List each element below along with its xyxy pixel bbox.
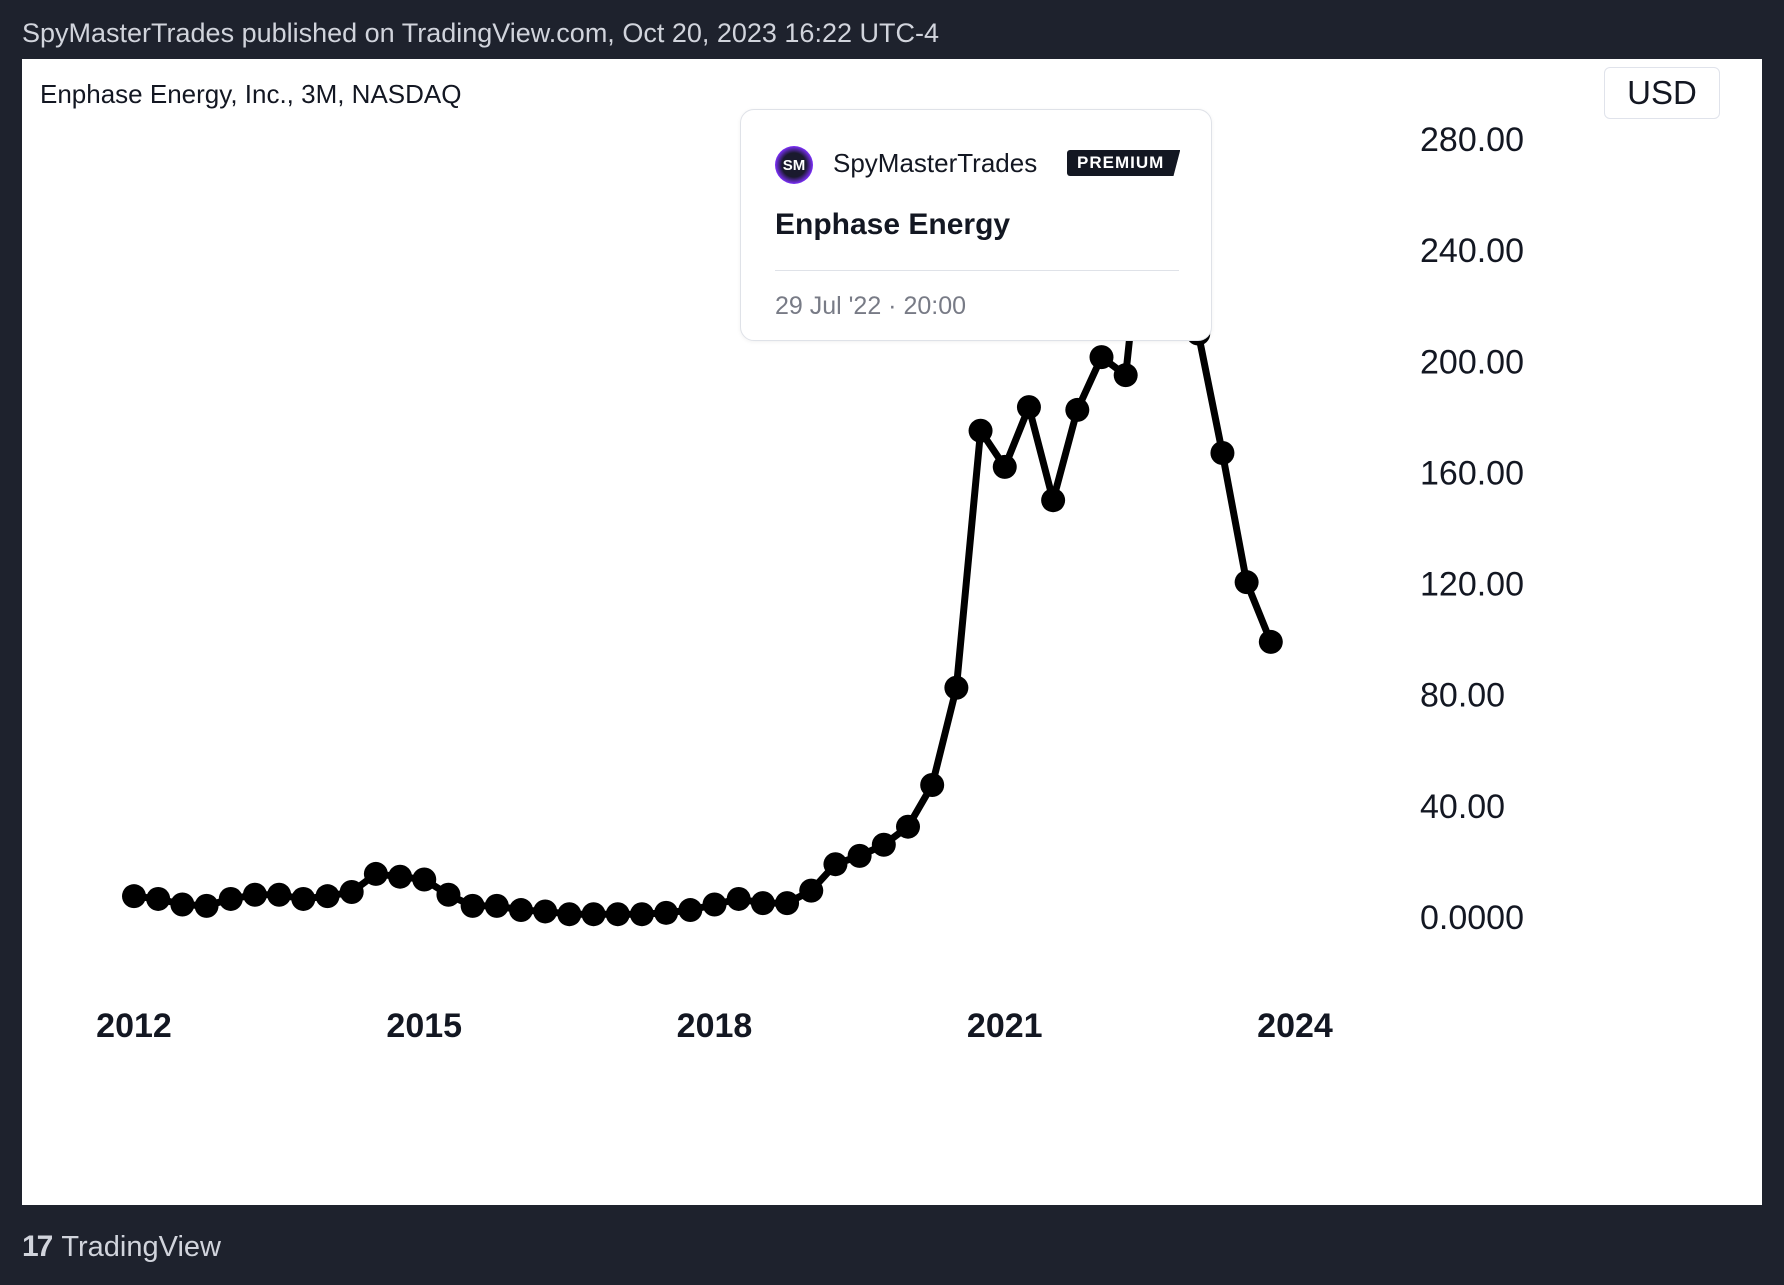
data-point — [920, 773, 945, 798]
y-tick-label: 200.00 — [1420, 343, 1524, 381]
idea-title: Enphase Energy — [775, 208, 1011, 241]
idea-card[interactable]: SM SpyMasterTrades PREMIUM Enphase Energ… — [740, 109, 1212, 341]
data-point — [557, 902, 582, 927]
data-point — [775, 891, 800, 916]
data-point — [871, 832, 896, 857]
y-tick-label: 120.00 — [1420, 566, 1524, 604]
data-point — [218, 886, 243, 911]
data-point — [992, 454, 1017, 479]
data-point — [460, 893, 485, 918]
data-point — [315, 884, 340, 909]
data-point — [1065, 397, 1090, 422]
data-point — [1210, 440, 1235, 465]
data-point — [122, 884, 146, 909]
data-point — [291, 886, 316, 911]
data-point — [363, 861, 388, 886]
data-point — [1089, 345, 1114, 370]
data-point — [533, 899, 558, 924]
y-tick-label: 0.0000 — [1420, 899, 1524, 937]
data-point — [678, 898, 703, 923]
data-point — [1041, 488, 1066, 513]
data-point — [629, 902, 654, 927]
data-point — [1258, 629, 1283, 654]
data-point — [702, 892, 727, 917]
data-point — [484, 893, 509, 918]
data-point — [1016, 395, 1041, 420]
chart-panel: 280.00 240.00 200.00 160.00 120.00 80.00 40.00… — [22, 59, 1762, 1205]
data-point — [412, 867, 437, 892]
card-divider — [775, 270, 1179, 271]
publish-header: SpyMasterTrades published on TradingView… — [22, 18, 939, 48]
data-point — [968, 418, 993, 443]
data-point — [339, 879, 364, 904]
data-point — [750, 891, 775, 916]
data-point — [267, 882, 292, 907]
data-point — [944, 675, 969, 700]
x-tick-label: 2015 — [386, 1007, 462, 1045]
data-point — [509, 898, 533, 923]
data-point — [847, 843, 872, 868]
author-avatar[interactable]: SM — [775, 146, 813, 184]
data-point — [388, 864, 413, 889]
y-tick-label: 80.00 — [1420, 677, 1505, 715]
data-point — [605, 902, 630, 927]
data-point — [146, 886, 171, 911]
idea-date: 29 Jul '22 · 20:00 — [775, 292, 967, 320]
footer: 17 TradingView — [22, 1230, 221, 1264]
y-axis: 280.00 240.00 200.00 160.00 120.00 80.00 40.00… — [1420, 121, 1524, 937]
data-point — [436, 882, 461, 907]
brand-name[interactable]: TradingView — [61, 1230, 221, 1263]
data-point — [1234, 570, 1259, 595]
x-tick-label: 2018 — [677, 1007, 753, 1045]
data-point — [1113, 363, 1138, 388]
x-tick-label: 2012 — [96, 1007, 172, 1045]
x-tick-label: 2024 — [1257, 1007, 1333, 1045]
data-point — [242, 882, 267, 907]
tradingview-logo-icon[interactable]: 17 — [22, 1230, 53, 1263]
price-points — [122, 135, 1283, 927]
price-chart: 280.00 240.00 200.00 160.00 120.00 80.00 40.00… — [96, 121, 1524, 1045]
author-name[interactable]: SpyMasterTrades — [833, 148, 1038, 178]
symbol-title: Enphase Energy, Inc., 3M, NASDAQ — [40, 79, 462, 109]
data-point — [726, 886, 751, 911]
data-point — [194, 893, 219, 918]
data-point — [799, 878, 824, 903]
y-tick-label: 40.00 — [1420, 788, 1505, 826]
data-point — [896, 814, 920, 839]
x-axis: 2012 2015 2018 2021 2024 — [96, 1007, 1333, 1045]
premium-badge: PREMIUM — [1067, 150, 1181, 176]
y-tick-label: 240.00 — [1420, 232, 1524, 270]
x-tick-label: 2021 — [967, 1007, 1043, 1045]
data-point — [581, 902, 606, 927]
data-point — [170, 892, 195, 917]
y-tick-label: 280.00 — [1420, 121, 1524, 159]
data-point — [823, 852, 848, 877]
y-tick-label: 160.00 — [1420, 454, 1524, 492]
currency-button[interactable]: USD — [1604, 67, 1720, 119]
data-point — [654, 900, 679, 925]
